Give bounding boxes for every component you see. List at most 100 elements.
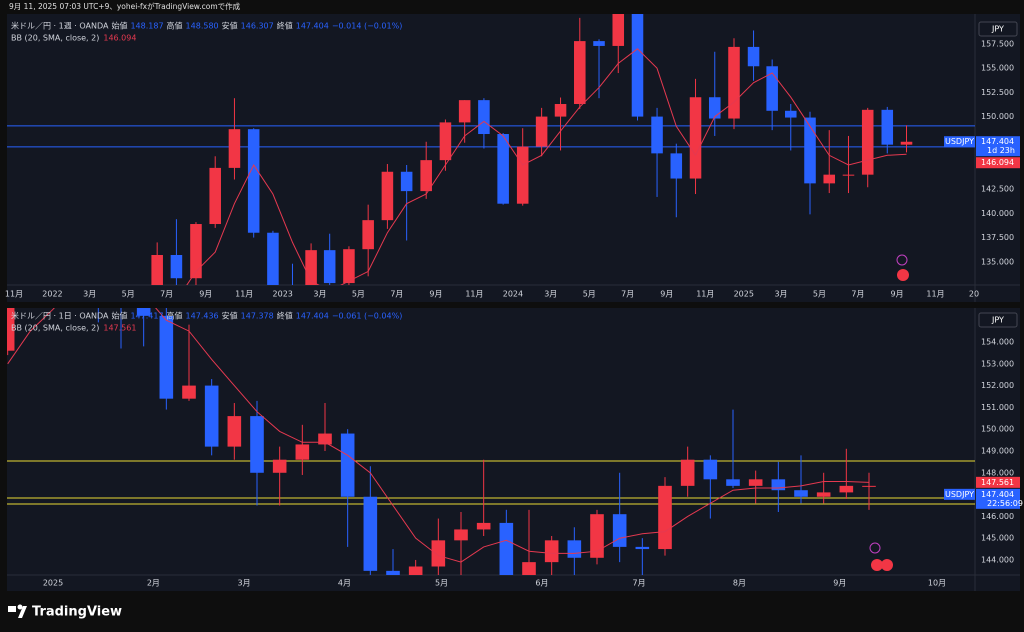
candle-body: [363, 496, 378, 571]
header: 9月 11, 2025 07:03 UTC+9、yohei-fxがTrading…: [9, 1, 241, 11]
candle-body: [323, 250, 336, 284]
legend-symbol: 米ドル／円 · 1日 · OANDA: [11, 311, 109, 321]
x-tick-label: 5月: [352, 290, 365, 299]
candle-body: [635, 546, 650, 550]
bb-line: [7, 308, 870, 563]
legend-value: 147.436: [186, 312, 219, 321]
candle-body: [400, 171, 413, 192]
x-tick-label: 11月: [696, 290, 714, 299]
candle-body: [631, 14, 644, 117]
price-badge: [976, 476, 1020, 488]
candle-body: [408, 566, 423, 575]
currency-box: [978, 21, 1018, 37]
candle-body: [247, 129, 260, 233]
candle-body: [151, 254, 163, 285]
y-tick-label: 146.000: [981, 512, 1014, 521]
price-badge-value: 146.094: [981, 158, 1014, 167]
legend-symbol: 米ドル／円 · 1週 · OANDA: [11, 21, 109, 31]
x-tick-label: 6月: [535, 579, 548, 588]
y-tick-label: 157.500: [981, 40, 1014, 49]
x-tick-label: 4月: [338, 579, 351, 588]
legend-label: 安値: [222, 21, 238, 31]
price-badge-extra: 22:56:09: [987, 499, 1023, 508]
y-tick-label: 152.000: [981, 381, 1014, 390]
candle-body: [476, 522, 491, 530]
currency: JPY: [991, 25, 1004, 34]
x-tick-label: 2025: [43, 579, 63, 588]
icon: [869, 542, 881, 554]
symbol-badge-label: USDJPY: [945, 137, 974, 146]
x-tick-label: 9月: [429, 290, 442, 299]
candle-body: [794, 490, 808, 497]
candle-body: [343, 249, 355, 284]
y-tick-label: 140.000: [981, 209, 1014, 218]
candle-body: [535, 116, 548, 147]
x-tick-label: 5月: [583, 290, 596, 299]
candle-body: [478, 100, 490, 135]
price-badge-extra: 1d 23h: [987, 146, 1015, 155]
y-tick-label: 150.000: [981, 112, 1014, 121]
x-tick-label: 8月: [733, 579, 746, 588]
x-tick-label: 9月: [199, 290, 212, 299]
y-tick-label: 155.000: [981, 64, 1014, 73]
x-tick-label: 3月: [544, 290, 557, 299]
candle-body: [816, 492, 831, 497]
icon: [896, 254, 908, 266]
candle-body: [295, 444, 310, 460]
candle-body: [170, 254, 183, 279]
candle-body: [227, 416, 242, 447]
x-tick-label: 3月: [313, 290, 326, 299]
legend-value: 147.404: [296, 22, 329, 31]
candle-body: [439, 122, 452, 161]
candle-body: [670, 153, 683, 179]
y-tick-label: 142.500: [981, 185, 1014, 194]
legend-value: 146.307: [241, 22, 274, 31]
x-tick-label: 2022: [42, 290, 62, 299]
candle-body: [658, 485, 672, 550]
candle-body: [567, 540, 582, 558]
candle-body: [497, 134, 509, 204]
symbol-badge: [944, 488, 975, 500]
candle-body: [516, 146, 529, 204]
y-tick-label: 145.000: [981, 534, 1014, 543]
icon: [897, 269, 909, 281]
candle-body: [574, 41, 586, 105]
price-badge-value: 147.404: [981, 137, 1014, 146]
legend-value: 147.417: [130, 312, 163, 321]
candle-body: [522, 562, 536, 575]
candle-body: [7, 308, 15, 351]
legend-label: 高値: [167, 21, 183, 31]
logo: [8, 604, 27, 618]
y-tick-label: 153.000: [981, 359, 1014, 368]
panel-top: [7, 14, 1020, 302]
logo-mark: [18, 606, 27, 618]
legend-label: 終値: [277, 311, 293, 321]
candle-body: [136, 308, 151, 316]
indicator-value: 146.094: [103, 34, 136, 43]
x-tick-label: 3月: [774, 290, 787, 299]
x-tick-label: 9月: [891, 290, 904, 299]
candle-body: [228, 129, 241, 168]
candle-body: [839, 485, 854, 493]
price-badge: [976, 157, 1020, 169]
indicator-value: 147.561: [103, 324, 136, 333]
candle-body: [708, 97, 721, 119]
price-badge: [976, 136, 1020, 157]
candle-body: [267, 232, 279, 285]
price-badge-value: 147.404: [981, 490, 1014, 499]
y-tick-label: 144.000: [981, 555, 1014, 564]
symbol-badge-label: USDJPY: [945, 490, 974, 499]
legend-change: −0.014 (−0.01%): [332, 22, 403, 31]
symbol-badge: [944, 136, 975, 148]
legend-label: 始値: [111, 311, 127, 321]
x-tick-label: 5月: [435, 579, 448, 588]
legend-label: 始値: [111, 21, 127, 31]
candle-body: [272, 459, 287, 473]
x-tick-label: 5月: [122, 290, 135, 299]
currency-box: [978, 312, 1018, 328]
legend-change: −0.061 (−0.04%): [332, 312, 403, 321]
candle-body: [612, 514, 627, 547]
candle-body: [590, 514, 604, 558]
x-tick-label: 7月: [851, 290, 864, 299]
candle-body: [362, 220, 374, 250]
